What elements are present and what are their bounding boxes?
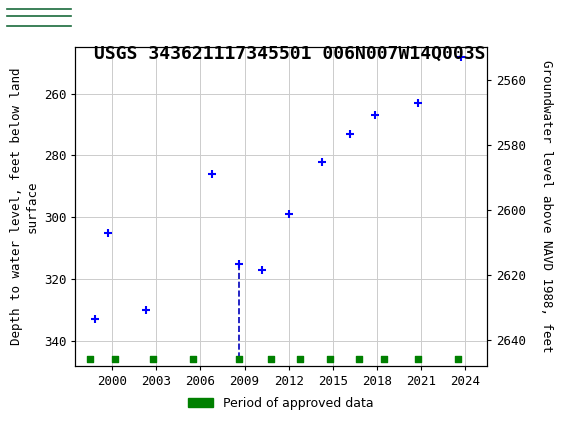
- Point: [103, 229, 113, 236]
- Point: [414, 356, 423, 363]
- Point: [90, 316, 99, 322]
- Point: [453, 356, 462, 363]
- Point: [258, 266, 267, 273]
- Point: [371, 112, 380, 119]
- Point: [188, 356, 198, 363]
- Point: [456, 53, 465, 60]
- Point: [208, 171, 217, 178]
- Point: [85, 356, 95, 363]
- Point: [284, 211, 293, 218]
- Point: [380, 356, 389, 363]
- Point: [346, 130, 355, 137]
- Text: USGS: USGS: [84, 11, 121, 26]
- Point: [142, 307, 151, 313]
- Point: [234, 260, 243, 267]
- Point: [110, 356, 119, 363]
- Y-axis label: Groundwater level above NAVD 1988, feet: Groundwater level above NAVD 1988, feet: [540, 60, 553, 353]
- Point: [318, 158, 327, 165]
- Point: [266, 356, 276, 363]
- Point: [296, 356, 305, 363]
- Point: [325, 356, 335, 363]
- Point: [234, 356, 243, 363]
- FancyBboxPatch shape: [7, 3, 71, 34]
- Legend: Period of approved data: Period of approved data: [183, 392, 379, 415]
- Text: USGS 343621117345501 006N007W14Q003S: USGS 343621117345501 006N007W14Q003S: [94, 45, 486, 63]
- Point: [414, 99, 423, 106]
- Point: [148, 356, 158, 363]
- Point: [354, 356, 364, 363]
- Y-axis label: Depth to water level, feet below land
surface: Depth to water level, feet below land su…: [10, 68, 38, 345]
